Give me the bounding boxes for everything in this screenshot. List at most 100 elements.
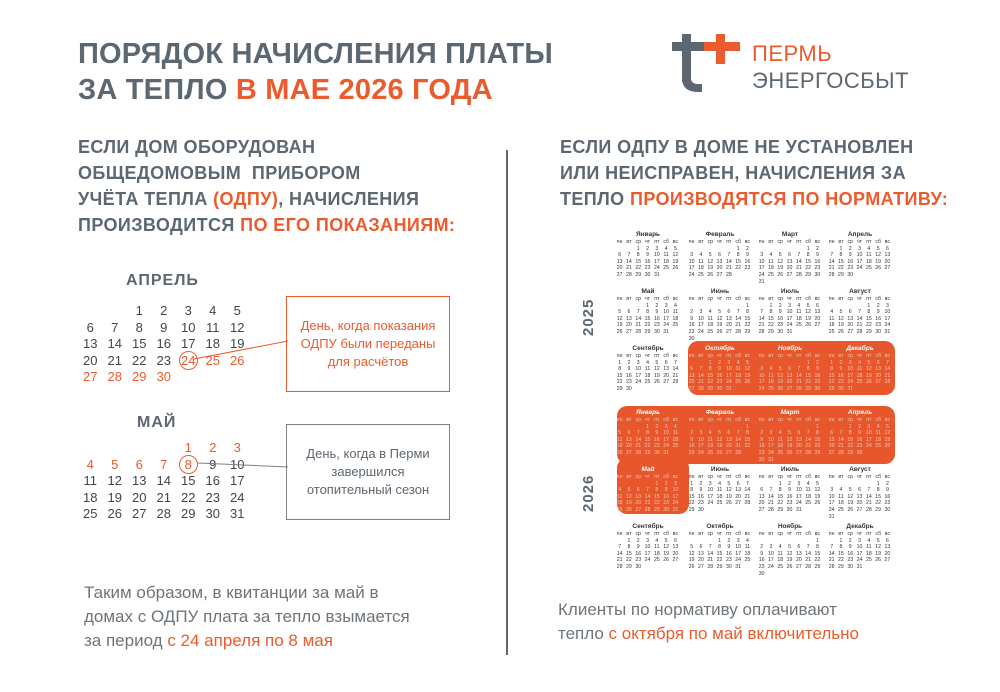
month-days-grid: пн вт ср чт пт сб вс 1 2 3 4 5 6 7 8 9 10 11 12 13 14 15 16 17 1… [827, 474, 893, 520]
calendar-day: 5 [233, 303, 241, 318]
calendar-day: 23 [758, 449, 765, 456]
calendar-day: 16 [653, 315, 660, 322]
calendar-day: 11 [768, 258, 774, 265]
calendar-day: 22 [805, 379, 812, 386]
month-name: Сентябрь [632, 345, 664, 352]
calendar-day: 4 [806, 480, 810, 487]
weekday-label: пт [654, 239, 660, 245]
calendar-day: 2 [636, 537, 640, 544]
april-calendar: 1 2 3 4 5 6 7 8 9 10 11 12 13 14 15 16 17 18 19 20 21 22 23 24 2… [78, 303, 250, 386]
calendar-empty-cell [757, 246, 766, 253]
calendar-day: 8 [839, 252, 843, 259]
calendar-day: 16 [725, 550, 732, 557]
calendar-day: 3 [788, 302, 791, 309]
calendar-day: 18 [663, 258, 670, 265]
calendar-day: 12 [672, 252, 679, 259]
calendar-day: 2 [690, 430, 694, 437]
calendar-day: 15 [865, 315, 872, 322]
calendar-day: 5 [745, 359, 749, 366]
calendar-day: 24 [663, 322, 670, 329]
calendar-empty-cell [715, 424, 724, 431]
calendar-empty-cell [766, 360, 775, 367]
calendar-day: 12 [786, 550, 793, 557]
calendar-day: 6 [727, 309, 731, 316]
weekday-label: пн [758, 353, 765, 359]
calendar-empty-cell [634, 303, 643, 310]
weekday-label: вт [838, 531, 844, 537]
calendar-empty-cell [615, 424, 624, 431]
calendar-day: 4 [618, 487, 622, 494]
calendar-day: 23 [856, 443, 863, 450]
calendar-day: 9 [646, 252, 649, 259]
calendar-day: 24 [644, 557, 651, 564]
calendar-day: 20 [132, 489, 147, 505]
calendar-day: 30 [814, 271, 821, 278]
weekday-label: вт [626, 417, 632, 423]
connector-lines [193, 340, 289, 468]
calendar-day: 18 [672, 436, 679, 443]
calendar-day: 6 [788, 366, 791, 373]
calendar-day: 14 [744, 487, 751, 494]
month-calendar-2026-4: Апрель пн вт ср чт пт сб вс 1 2 3 4 5 6 7 8 9 10 11 12 13 14 1… [827, 408, 893, 457]
calendar-day: 30 [838, 385, 844, 392]
calendar-day: 3 [867, 423, 871, 430]
weekday-label: ср [707, 239, 713, 245]
calendar-day: 8 [636, 252, 640, 259]
calendar-day: 4 [867, 537, 871, 544]
calendar-empty-cell [706, 424, 715, 431]
calendar-day: 26 [805, 322, 812, 329]
calendar-day: 29 [838, 563, 844, 570]
calendar-day: 25 [865, 265, 872, 272]
right-lead-line-3-prefix: ТЕПЛО [560, 189, 630, 209]
calendar-day: 24 [847, 379, 854, 386]
calendar-day: 13 [626, 315, 632, 322]
calendar-day: 6 [797, 430, 801, 437]
month-calendar-2025-6: Июнь пн вт ср чт пт сб вс 1 2 3 4 5 6 7 8 9 10 11 12 13 14 15 1… [687, 287, 753, 342]
calendar-day: 5 [778, 252, 782, 259]
calendar-day: 27 [786, 271, 793, 278]
weekday-label: пт [796, 296, 802, 302]
month-days-grid: пн вт ср чт пт сб вс 1 2 3 4 5 6 7 8 9 10 11 12 13 14 15 16 17 1… [615, 474, 681, 514]
calendar-day: 28 [768, 506, 774, 513]
calendar-day: 25 [616, 506, 623, 513]
right-lead-line-2: ИЛИ НЕИСПРАВЕН, НАЧИСЛЕНИЯ ЗА [560, 163, 906, 183]
month-calendar-2026-6: Июнь пн вт ср чт пт сб вс 1 2 3 4 5 6 7 8 9 10 11 12 13 14 15 1… [687, 465, 753, 514]
calendar-day: 7 [839, 430, 843, 437]
left-lead-line-3-prefix: УЧЁТА ТЕПЛА [78, 189, 214, 209]
calendar-day: 4 [708, 430, 712, 437]
calendar-day: 2 [718, 359, 721, 366]
calendar-empty-cell [827, 481, 836, 488]
calendar-day: 29 [875, 506, 882, 513]
calendar-day: 29 [132, 369, 147, 384]
calendar-day: 24 [856, 265, 863, 272]
calendar-empty-cell [757, 424, 766, 431]
calendar-day: 17 [181, 336, 196, 351]
calendar-empty-cell [827, 303, 836, 310]
calendar-day: 4 [778, 430, 782, 437]
calendar-day: 25 [707, 449, 714, 456]
calendar-day: 12 [777, 372, 784, 379]
calendar-day: 10 [707, 487, 714, 494]
calendar-day: 9 [690, 315, 694, 322]
calendar-day: 16 [156, 336, 171, 351]
calendar-day: 5 [778, 366, 782, 373]
calendar-day: 8 [839, 544, 843, 551]
calendar-day: 5 [815, 480, 819, 487]
calendar-day: 11 [654, 544, 660, 551]
weekday-label: сб [735, 353, 741, 359]
weekday-label: вт [626, 474, 632, 480]
calendar-day: 14 [626, 258, 632, 265]
weekday-label: сб [663, 417, 669, 423]
calendar-day: 10 [698, 315, 704, 322]
calendar-day: 20 [758, 500, 765, 507]
calendar-day: 3 [885, 302, 889, 309]
month-calendar-2026-11: Ноябрь пн вт ср чт пт сб вс 1 2 3 4 5 6 7 8 9 10 11 12 13 14 1… [757, 522, 823, 577]
calendar-day: 3 [848, 359, 852, 366]
calendar-day: 30 [626, 385, 632, 392]
month-calendar-2026-8: Август пн вт ср чт пт сб вс 1 2 3 4 5 6 7 8 9 10 11 12 13 14 1… [827, 465, 893, 520]
weekday-label: пн [616, 296, 623, 302]
calendar-day: 24 [698, 328, 704, 335]
calendar-day: 22 [814, 443, 821, 450]
calendar-day: 24 [768, 449, 774, 456]
calendar-day: 25 [698, 271, 704, 278]
